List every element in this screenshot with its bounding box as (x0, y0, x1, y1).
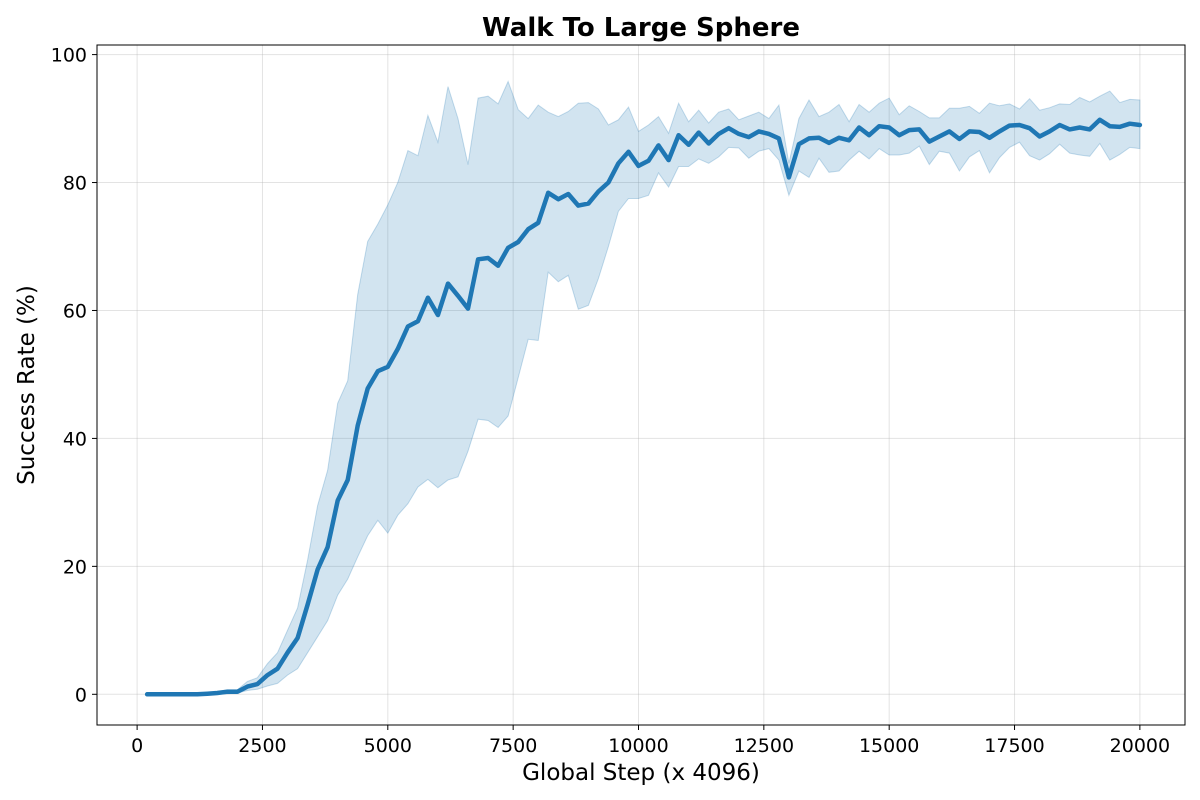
y-tick-label: 20 (63, 556, 87, 578)
x-tick-label: 0 (131, 735, 143, 757)
mean-line-layer (144, 117, 1143, 697)
x-tick-label: 7500 (489, 735, 537, 757)
x-tick-label: 5000 (364, 735, 412, 757)
grid-lines (97, 45, 1185, 725)
x-axis-label: Global Step (x 4096) (522, 760, 760, 786)
x-tick-label: 17500 (984, 735, 1044, 757)
chart-title: Walk To Large Sphere (482, 13, 800, 43)
x-tick-label: 15000 (859, 735, 919, 757)
y-tick-label: 100 (51, 45, 87, 67)
confidence-band (147, 80, 1141, 695)
mean-success-line (144, 117, 1143, 697)
y-tick-label: 0 (75, 684, 87, 706)
y-tick-label: 60 (63, 300, 87, 322)
y-tick-label: 40 (63, 428, 87, 450)
x-tick-label: 2500 (238, 735, 286, 757)
confidence-band-layer (147, 80, 1141, 695)
y-axis-ticks: 0 20 40 60 80 100 (51, 45, 97, 706)
x-tick-label: 20000 (1110, 735, 1170, 757)
x-axis-ticks: 0 2500 5000 7500 10000 12500 15000 17500 20000 (131, 725, 1170, 757)
x-tick-label: 12500 (734, 735, 794, 757)
y-tick-label: 80 (63, 173, 87, 195)
x-tick-label: 10000 (608, 735, 668, 757)
y-axis-label: Success Rate (%) (14, 285, 40, 485)
plot-frame (96, 44, 1186, 726)
